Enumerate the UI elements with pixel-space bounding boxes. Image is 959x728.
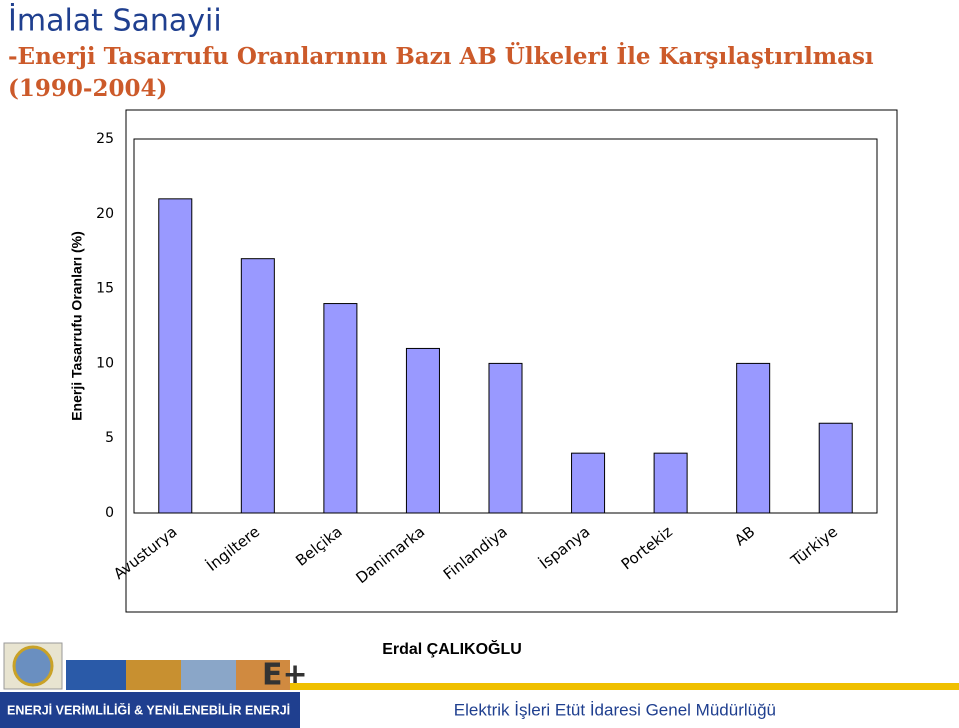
y-tick-label: 10 <box>96 355 114 371</box>
photo <box>126 660 181 690</box>
y-axis-label: Enerji Tasarrufu Oranları (%) <box>69 231 85 421</box>
bar <box>240 258 275 514</box>
bar <box>736 362 771 514</box>
accent-bar <box>290 683 959 690</box>
y-tick-label: 20 <box>96 206 114 222</box>
bar <box>405 347 440 514</box>
bar <box>323 303 358 514</box>
footer-band <box>0 692 300 728</box>
bar <box>158 198 193 514</box>
slide-title: İmalat Sanayii <box>8 3 222 39</box>
y-tick-label: 5 <box>105 430 114 446</box>
author: Erdal ÇALIKOĞLU <box>382 639 522 658</box>
photo <box>236 660 290 690</box>
photo <box>181 660 236 690</box>
photo <box>66 660 126 690</box>
footer-left: ENERJİ VERİMLİLİĞİ & YENİLENEBİLİR ENERJ… <box>7 702 290 717</box>
y-tick-label: 0 <box>105 505 114 521</box>
subtitle-line: (1990-2004) <box>8 75 167 102</box>
subtitle-line: -Enerji Tasarrufu Oranlarının Bazı AB Ül… <box>8 42 874 70</box>
bar <box>653 452 688 514</box>
y-tick-label: 15 <box>96 281 114 297</box>
bar <box>818 422 853 514</box>
bar <box>571 452 606 514</box>
footer-right: Elektrik İşleri Etüt İdaresi Genel Müdür… <box>454 700 776 719</box>
y-tick-label: 25 <box>96 131 114 147</box>
bar <box>488 362 523 514</box>
logo-emblem <box>12 645 54 687</box>
